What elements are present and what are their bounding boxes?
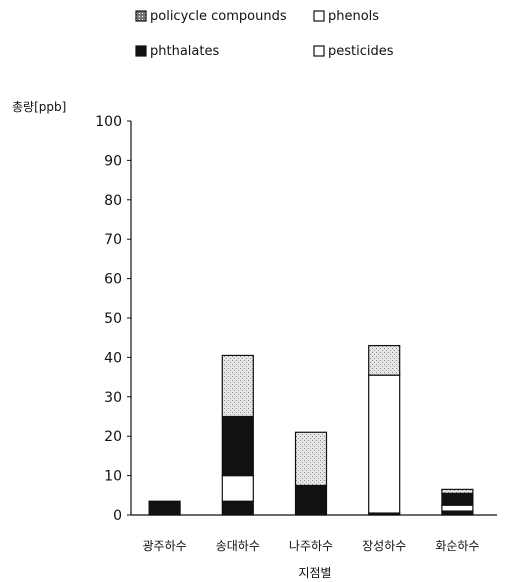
bar-stack — [221, 354, 254, 516]
x-tick-label: 송대하수 — [216, 539, 260, 553]
bar-segment — [221, 354, 254, 418]
bar-segment — [221, 475, 254, 502]
bar-stack — [294, 431, 328, 516]
y-tick-label: 10 — [104, 469, 122, 485]
bar-segment — [221, 500, 254, 516]
legend-item: phenols — [313, 9, 379, 24]
y-tick-label: 40 — [104, 350, 122, 366]
bar-stack — [368, 344, 401, 516]
legend-swatch — [313, 45, 325, 57]
y-tick-label: 70 — [104, 232, 122, 248]
x-tick-label: 장성하수 — [362, 539, 406, 553]
legend-swatch — [135, 10, 147, 22]
bar-stack — [441, 488, 474, 516]
bar-segment — [368, 344, 401, 376]
bar-segment — [294, 484, 328, 516]
bars — [148, 344, 474, 516]
axes: 0 10 20 30 40 50 60 70 80 90 100 광주하수 송대하수 나주하수 장성하수 화순… — [95, 114, 497, 553]
legend: policycle compounds phenols phthalates pest… — [135, 9, 394, 59]
legend-label: phenols — [328, 9, 379, 24]
legend-label: pesticides — [328, 44, 394, 59]
legend-label: phthalates — [150, 44, 219, 59]
bar-stack — [148, 500, 181, 516]
legend-label: policycle compounds — [150, 9, 287, 24]
legend-swatch — [313, 10, 325, 22]
bar-segment — [148, 500, 181, 516]
bar-segment — [441, 488, 474, 494]
legend-swatch — [135, 45, 147, 57]
y-tick-label: 20 — [104, 429, 122, 445]
x-tick-label: 나주하수 — [289, 539, 333, 553]
legend-item: pesticides — [313, 44, 394, 59]
y-axis-title: 총량[ppb] — [12, 100, 66, 114]
x-tick-label: 광주하수 — [143, 539, 187, 553]
y-tick-label: 90 — [104, 153, 122, 169]
x-tick-label: 화순하수 — [435, 539, 479, 553]
legend-item: policycle compounds — [135, 9, 287, 24]
bar-segment — [368, 374, 401, 514]
y-tick-label: 0 — [113, 508, 122, 524]
bar-segment — [441, 504, 474, 512]
y-tick-label: 60 — [104, 272, 122, 288]
y-tick-label: 80 — [104, 193, 122, 209]
bar-segment — [221, 415, 254, 477]
bar-segment — [441, 492, 474, 506]
legend-item: phthalates — [135, 44, 219, 59]
y-tick-label: 100 — [95, 114, 122, 130]
y-tick-label: 30 — [104, 390, 122, 406]
x-axis-title: 지점별 — [298, 566, 331, 580]
bar-segment — [294, 431, 328, 487]
y-tick-label: 50 — [104, 311, 122, 327]
